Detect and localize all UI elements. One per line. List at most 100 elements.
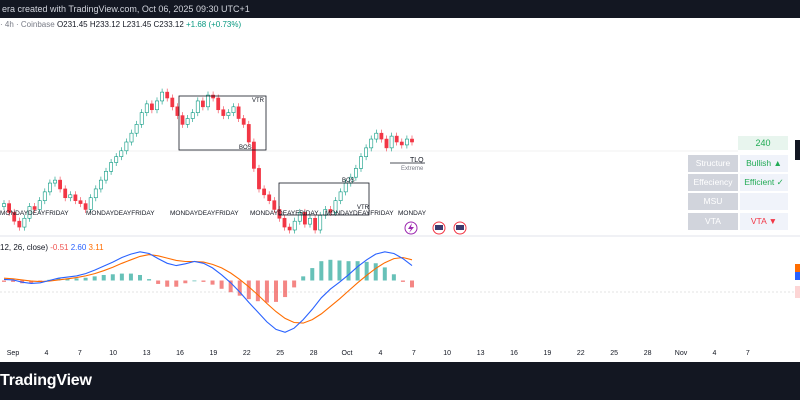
time-tick: 10 <box>443 350 452 357</box>
panel-label: Structure <box>688 155 738 172</box>
macd-histogram-bar <box>319 261 324 281</box>
time-tick: 4 <box>44 350 49 357</box>
candle-body <box>236 106 241 119</box>
macd-legend: 12, 26, close) -0.51 2.60 3.11 <box>0 243 104 252</box>
candle-body <box>287 226 292 231</box>
candle-body <box>343 182 348 193</box>
day-labels-4: MONDAYDEAYFRIDAY <box>325 210 394 217</box>
candle-body <box>42 191 47 201</box>
tlq-label: TLQ <box>410 157 424 164</box>
macd-histogram-bar <box>210 280 215 285</box>
time-tick: 13 <box>476 350 485 357</box>
signal-line <box>3 254 413 324</box>
candle-body <box>318 215 323 231</box>
bos-label-1: BOS <box>239 145 252 151</box>
candle-body <box>384 138 389 149</box>
last-price-marker <box>795 140 800 160</box>
macd-histogram-bar <box>138 274 142 281</box>
candle-body <box>160 91 165 102</box>
panel-value: Bullish ▲ <box>740 155 788 172</box>
candle-body <box>374 132 379 140</box>
candle-body <box>226 112 231 116</box>
change-value: +1.68 (+0.73%) <box>186 20 242 29</box>
candle-body <box>53 179 57 184</box>
chart-header: era created with TradingView.com, Oct 06… <box>0 0 800 18</box>
price-chart: VTR BOS BOS VTR TLQ Extreme MONDAY MONDAYDEAYFR… <box>0 88 800 333</box>
annotation-labels: VTR BOS BOS VTR TLQ Extreme MONDAY MONDAYDEAYFR… <box>0 98 427 217</box>
candle-body <box>150 103 154 111</box>
annotation-boxes <box>178 95 425 216</box>
panel-row-efficiency: Effeciency Efficient ✓ <box>688 174 788 191</box>
time-tick: 7 <box>745 350 750 357</box>
time-tick: 4 <box>712 350 717 357</box>
high-value: H233.12 <box>89 20 121 29</box>
candle-body <box>282 217 287 228</box>
macd-histogram-bar <box>400 280 405 282</box>
candle-body <box>134 124 139 134</box>
candle-body <box>185 118 190 125</box>
panel-value: Efficient ✓ <box>740 174 788 191</box>
macd-histogram-bar <box>29 280 34 284</box>
time-tick: 22 <box>576 350 585 357</box>
candle-body <box>12 212 17 222</box>
candle-body <box>155 100 159 111</box>
panel-row-vta: VTA VTA ▼ <box>688 213 788 230</box>
macd-histogram-bar <box>301 276 306 281</box>
macd-histogram-bar <box>156 280 161 284</box>
time-tick: Oct <box>341 350 353 357</box>
candle-body <box>63 188 68 199</box>
macd-params: 12, 26, close) <box>0 243 49 252</box>
hist-marker <box>795 286 800 298</box>
panel-label: Effeciency <box>688 174 738 191</box>
candle-body <box>47 182 52 193</box>
time-tick: 16 <box>510 350 518 357</box>
candle-body <box>302 212 307 225</box>
footer-brand: TradingView <box>0 362 800 400</box>
candle-body <box>201 100 205 108</box>
macd-histogram-bar <box>128 273 133 281</box>
candle-body <box>22 217 27 228</box>
candle-body <box>73 194 78 201</box>
panel-row-msu: MSU <box>688 193 788 210</box>
macd-histogram-bar <box>355 261 360 281</box>
time-tick: 28 <box>643 350 652 357</box>
candle-body <box>353 168 358 178</box>
vtr-box-top <box>178 95 267 151</box>
candle-body <box>262 188 267 196</box>
candle-body <box>32 206 37 210</box>
macd-histogram-bar <box>337 260 342 281</box>
macd-histogram-bar <box>92 276 97 281</box>
macd-histogram-bar <box>328 259 333 281</box>
macd-histogram-bar <box>219 280 224 289</box>
macd-histogram-bar <box>183 280 188 284</box>
candle-body <box>206 94 210 108</box>
symbol-info: · 4h · Coinbase <box>0 20 55 29</box>
chart-title: era created with TradingView.com, Oct 06… <box>2 4 250 14</box>
macd-histogram-bar <box>83 277 88 281</box>
macd-histogram-bar <box>237 280 242 296</box>
day-labels-0: MONDAYDEAYFRIDAY <box>0 210 69 217</box>
time-tick: 25 <box>276 350 285 357</box>
macd-histogram-bar <box>283 280 288 298</box>
vtr-label-top: VTR <box>252 98 265 104</box>
macd-histogram-bar <box>147 279 152 281</box>
time-tick: 16 <box>176 350 184 357</box>
macd-histogram-bar <box>11 280 16 282</box>
macd-histogram-bar <box>373 263 378 281</box>
candle-body <box>114 156 119 163</box>
macd-marker <box>795 272 800 280</box>
us-flag-icon <box>435 225 443 230</box>
candle-body <box>308 217 312 225</box>
candle-body <box>190 112 195 119</box>
macd-histogram-bar <box>119 273 124 281</box>
macd-histogram-bar <box>101 274 106 281</box>
candle-body <box>2 203 6 207</box>
candle-body <box>27 206 32 219</box>
panel-label: MSU <box>688 193 738 210</box>
panel-label: VTA <box>688 213 738 230</box>
macd-histogram-bar <box>65 278 70 281</box>
macd-histogram-bar <box>174 280 179 287</box>
candle-body <box>252 141 256 169</box>
macd-line-value: 2.60 <box>70 243 87 252</box>
candle-body <box>180 115 185 125</box>
